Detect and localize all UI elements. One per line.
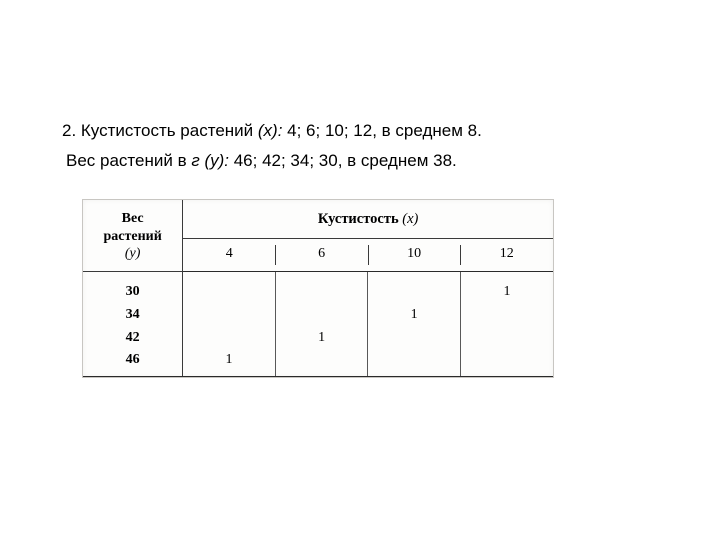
y-value: 30 xyxy=(83,280,183,303)
cell xyxy=(183,280,276,303)
cell xyxy=(460,326,553,349)
table-row xyxy=(83,271,553,280)
cell xyxy=(368,349,461,377)
cell: 1 xyxy=(275,326,368,349)
line2-prefix: Вес растений в xyxy=(66,151,191,170)
line2-var: г (у): xyxy=(191,151,229,170)
y-value: 46 xyxy=(83,349,183,377)
table-row: 42 1 xyxy=(83,326,553,349)
y-value: 34 xyxy=(83,303,183,326)
table-row: 30 1 xyxy=(83,280,553,303)
y-value: 42 xyxy=(83,326,183,349)
line2-suffix: 46; 42; 34; 30, в среднем 38. xyxy=(229,151,457,170)
cell xyxy=(368,280,461,303)
header-x: Кустистость (x) xyxy=(183,200,553,239)
cell: 1 xyxy=(460,280,553,303)
line1-var: (х): xyxy=(258,121,283,140)
problem-line-1: 2. Кустистость растений (х): 4; 6; 10; 1… xyxy=(62,118,658,144)
header-y-line1: Вес xyxy=(122,211,144,226)
cell xyxy=(275,280,368,303)
cell: 1 xyxy=(183,349,276,377)
line1-prefix: 2. Кустистость растений xyxy=(62,121,258,140)
table-header-row-1: Вес растений (y) Кустистость (x) xyxy=(83,200,553,239)
cell xyxy=(460,349,553,377)
cell xyxy=(183,303,276,326)
header-y-line2: растений xyxy=(103,229,161,244)
cell xyxy=(368,326,461,349)
header-x-var: (x) xyxy=(402,211,418,227)
table-row: 46 1 xyxy=(83,349,553,377)
x-col-1: 4 xyxy=(183,239,276,271)
cell xyxy=(275,303,368,326)
header-y-line3: (y) xyxy=(125,246,141,261)
x-col-3: 10 xyxy=(368,239,461,271)
cell xyxy=(460,303,553,326)
header-y: Вес растений (y) xyxy=(83,200,183,271)
table-row: 34 1 xyxy=(83,303,553,326)
correlation-table: Вес растений (y) Кустистость (x) 4 6 10 … xyxy=(82,199,554,378)
problem-line-2: Вес растений в г (у): 46; 42; 34; 30, в … xyxy=(66,148,658,174)
cell xyxy=(275,349,368,377)
x-col-4: 12 xyxy=(460,239,553,271)
header-x-prefix: Кустистость xyxy=(318,211,402,227)
x-col-2: 6 xyxy=(275,239,368,271)
line1-suffix: 4; 6; 10; 12, в среднем 8. xyxy=(282,121,481,140)
cell xyxy=(183,326,276,349)
table: Вес растений (y) Кустистость (x) 4 6 10 … xyxy=(83,200,553,377)
cell: 1 xyxy=(368,303,461,326)
